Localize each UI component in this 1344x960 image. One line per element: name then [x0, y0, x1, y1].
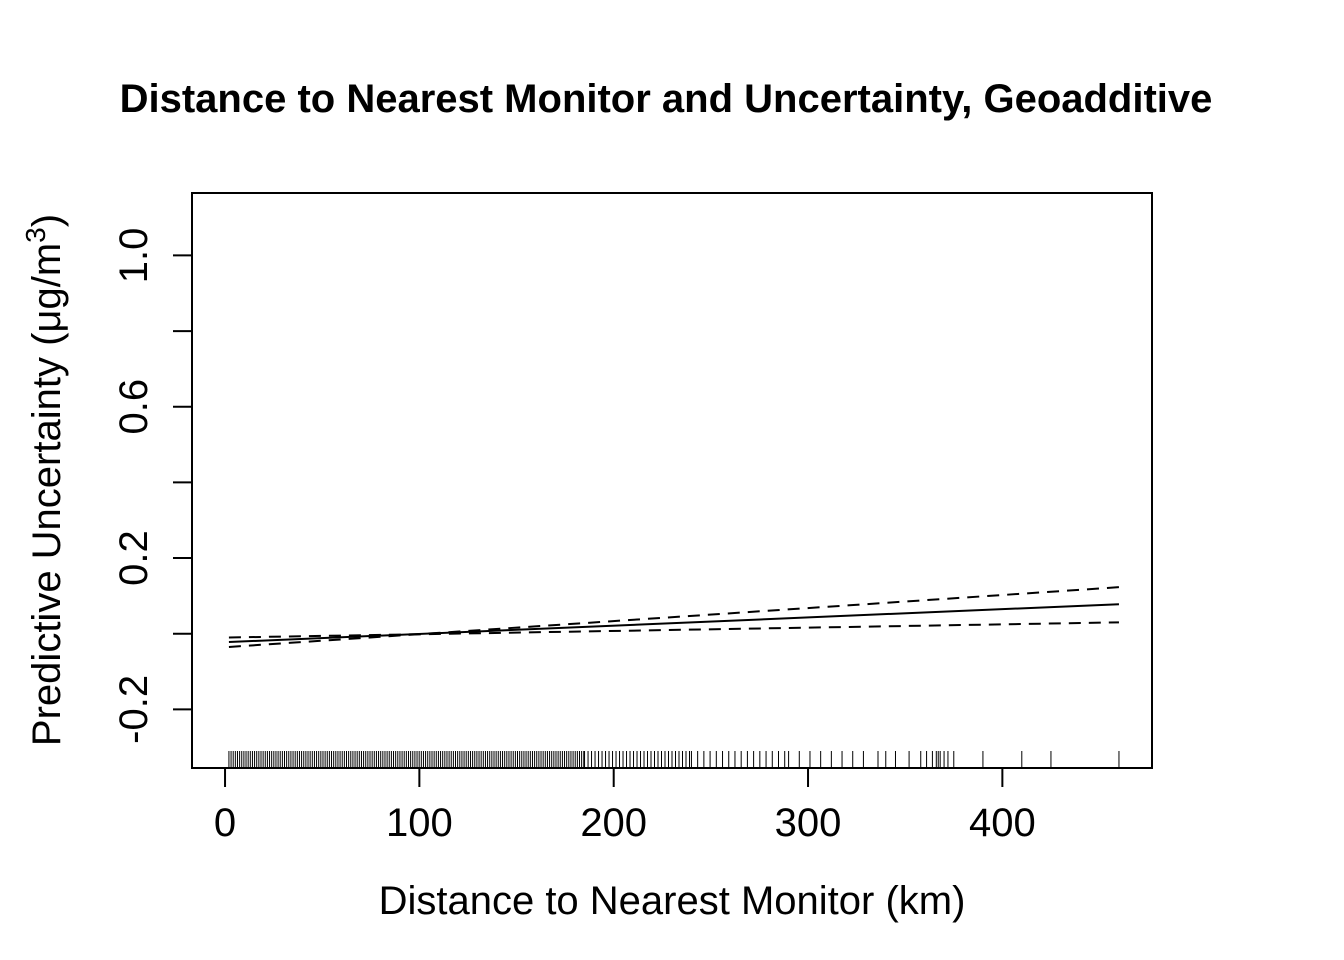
plot-frame — [191, 192, 1153, 769]
chart-title: Distance to Nearest Monitor and Uncertai… — [120, 77, 1213, 121]
x-tick-label: 0 — [214, 801, 236, 845]
y-tick-label: 1.0 — [112, 228, 156, 284]
x-axis-label: Distance to Nearest Monitor (km) — [379, 879, 966, 923]
y-axis-label-close: ) — [25, 214, 69, 227]
x-axis-tick-labels: 0 100 200 300 400 — [214, 801, 1036, 845]
y-tick-label: 0.2 — [112, 530, 156, 586]
y-axis-tick-labels: -0.2 0.2 0.6 1.0 — [112, 228, 156, 744]
y-tick-label: 0.6 — [112, 379, 156, 435]
axis-ticks — [173, 254, 1004, 787]
series-lines — [228, 586, 1120, 648]
x-tick-label: 200 — [580, 801, 647, 845]
y-axis-label-superscript: 3 — [20, 227, 51, 243]
data-rug — [228, 751, 1120, 768]
band-line-dashed — [228, 621, 1119, 639]
x-tick-label: 100 — [386, 801, 453, 845]
x-tick-label: 300 — [775, 801, 842, 845]
y-axis-label: Predictive Uncertainty (μg/m3) — [20, 214, 69, 746]
y-axis-label-text: Predictive Uncertainty ( — [25, 332, 69, 746]
fit-line — [228, 603, 1120, 644]
x-tick-label: 400 — [969, 801, 1036, 845]
band-line-dashed — [228, 586, 1120, 648]
y-tick-label: -0.2 — [112, 675, 156, 744]
y-axis-label-unit: μg/m — [25, 243, 69, 333]
